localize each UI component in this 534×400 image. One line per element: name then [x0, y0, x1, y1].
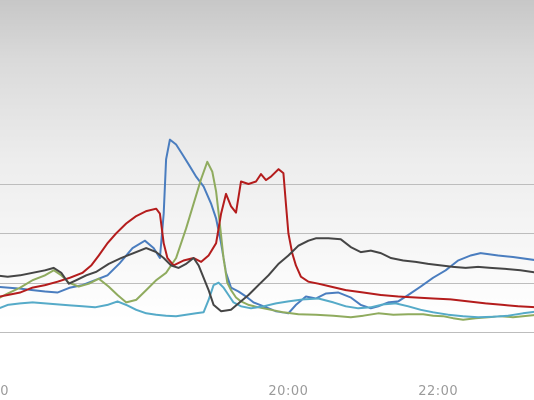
x-tick-label-0: 18:00 — [0, 384, 9, 399]
series-lines — [0, 138, 534, 321]
x-axis-ticks: 18:00 20:00 22:00 — [0, 384, 458, 399]
series-line-3 — [0, 281, 534, 319]
x-tick-label-1: 20:00 — [268, 384, 308, 399]
gridlines — [0, 184, 534, 333]
x-tick-label-2: 22:00 — [418, 384, 458, 399]
series-line-4 — [0, 237, 534, 313]
series-line-1 — [0, 160, 534, 321]
series-line-2 — [0, 168, 534, 309]
